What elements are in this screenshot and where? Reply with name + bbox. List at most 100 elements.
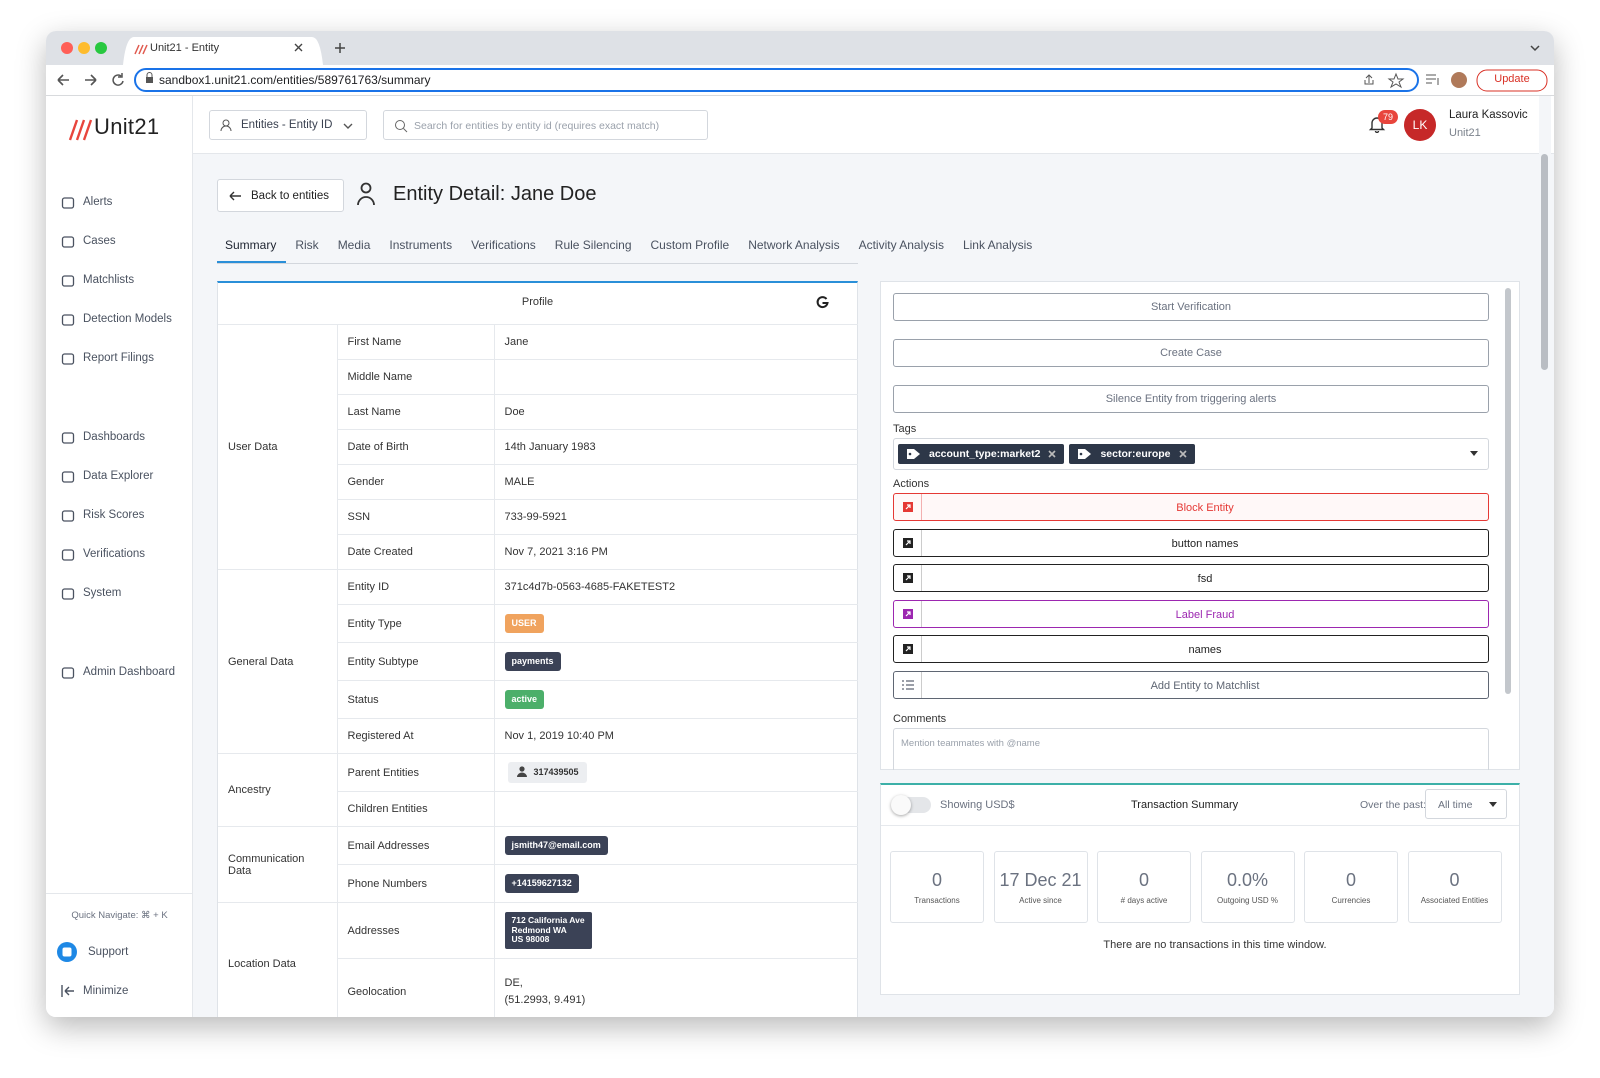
tab[interactable]: Risk [295, 238, 319, 252]
field-name: First Name [337, 324, 495, 360]
profile-row: Date Created Nov 7, 2021 3:16 PM [218, 534, 858, 570]
icon [1489, 802, 1497, 807]
page-title: Entity Detail: Jane Doe [393, 183, 597, 205]
tab[interactable]: Instruments [389, 238, 453, 252]
profile-row: Communication Data Email Addresses jsmith4… [218, 826, 858, 903]
action-button[interactable]: Silence Entity from triggering alerts [893, 385, 1489, 413]
update-button[interactable]: Update [1494, 73, 1530, 85]
icon [903, 608, 913, 619]
icon [903, 502, 913, 512]
field-name: Email Addresses [337, 826, 495, 865]
nav-icon [61, 667, 75, 679]
nav-item[interactable]: Risk Scores [83, 509, 145, 521]
action-row[interactable]: Label Fraud [893, 599, 1489, 628]
action-label: button names [1171, 537, 1239, 550]
transaction-summary-card: Showing USD$ Transaction Summary Over the … [880, 783, 1520, 995]
value-badge: jsmith47@email.com [504, 836, 608, 855]
field-value: DE, (51.2993, 9.491) [494, 958, 858, 1017]
tabs: Summary Risk Media Instruments Verifications… [217, 236, 1032, 264]
nav-item[interactable]: Verifications [83, 548, 146, 560]
txn-title: Transaction Summary [1131, 799, 1239, 811]
nav-item[interactable]: Matchlists [83, 274, 135, 286]
nav-item[interactable]: Report Filings [83, 352, 154, 364]
action-button[interactable]: Create Case [893, 339, 1489, 367]
nav-item[interactable]: Cases [83, 235, 116, 247]
tag-chip[interactable]: sector:europe [1069, 444, 1195, 464]
action-row[interactable]: names [893, 635, 1489, 663]
nav-icon [61, 432, 75, 444]
scrollbar-thumb[interactable] [1541, 154, 1548, 370]
divider [46, 893, 193, 894]
field-value: +14159627132 [494, 864, 858, 903]
action-row[interactable]: button names [893, 528, 1489, 557]
panel-scroll-thumb[interactable] [1505, 288, 1511, 694]
notification-count[interactable]: 79 [1378, 110, 1398, 124]
support[interactable]: Support [88, 946, 129, 958]
entity-selector[interactable]: Entities - Entity ID [209, 110, 367, 140]
stat-label: Outgoing USD % [1217, 896, 1278, 905]
tab[interactable]: Custom Profile [650, 238, 730, 252]
user-avatar[interactable]: LK [1404, 109, 1436, 141]
profile-row: Entity Subtype payments [218, 642, 858, 681]
field-name: Phone Numbers [337, 864, 495, 903]
field-name: Status [337, 680, 495, 719]
value-badge: +14159627132 [504, 874, 579, 893]
browser-window: Unit21 - Entity sandbox1.unit21.com/enti… [46, 31, 1554, 1017]
tab[interactable]: Rule Silencing [554, 238, 632, 252]
nav-item[interactable]: Dashboards [83, 431, 146, 443]
action-icon-cell [894, 529, 922, 556]
stat-value: 0 [1345, 870, 1356, 890]
nav-icon [61, 197, 75, 209]
action-row[interactable]: fsd [893, 564, 1489, 592]
field-name: Geolocation [337, 958, 495, 1017]
back-button[interactable]: Back to entities [217, 179, 344, 212]
group-label: General Data [218, 569, 338, 754]
value-text: Nov 7, 2021 3:16 PM [504, 546, 608, 558]
tab[interactable]: Link Analysis [962, 238, 1033, 252]
nav-item[interactable]: Data Explorer [83, 470, 154, 482]
nav-item[interactable]: Alerts [83, 196, 113, 208]
nav-item[interactable]: System [83, 587, 122, 599]
field-value [494, 791, 858, 827]
group-label: Communication Data [218, 826, 338, 903]
tab[interactable]: Activity Analysis [858, 238, 944, 252]
tab-bar: Unit21 - Entity [46, 31, 1554, 65]
value-text: 371c4d7b-0563-4685-FAKETEST2 [504, 581, 676, 593]
minimize-icon [61, 985, 74, 997]
stat-box: 0 # days active [1097, 851, 1191, 923]
minimize[interactable]: Minimize [83, 985, 129, 997]
search[interactable]: Search for entities by entity id (requir… [383, 110, 708, 140]
stat-box: 0.0% Outgoing USD % [1200, 851, 1295, 923]
value-text: Nov 1, 2019 10:40 PM [504, 730, 614, 742]
field-name: Date of Birth [337, 429, 495, 465]
value-line: Redmond WA [511, 924, 567, 935]
address-bar-icons [57, 68, 1548, 92]
icon [343, 123, 353, 129]
icon [907, 449, 920, 459]
tab[interactable]: Media [337, 238, 371, 252]
url[interactable]: sandbox1.unit21.com/entities/589761763/s… [159, 73, 431, 87]
tags-field[interactable]: account_type:market2 sector:europe [893, 438, 1489, 470]
nav-item[interactable]: Admin Dashboard [83, 666, 176, 678]
stat-value: 0 [931, 870, 942, 890]
tab[interactable]: Verifications [471, 238, 536, 252]
action-row[interactable]: Block Entity [893, 493, 1489, 521]
nav-icon [61, 353, 75, 365]
action-icon-cell [894, 494, 922, 520]
comments-field[interactable]: Mention teammates with @name [893, 728, 1489, 770]
tag-chip[interactable]: account_type:market2 [898, 444, 1065, 464]
stat-value: 0.0% [1226, 870, 1269, 890]
action-label: Add Entity to Matchlist [1150, 679, 1260, 692]
action-button[interactable]: Start Verification [893, 293, 1489, 321]
nav-item[interactable]: Detection Models [83, 313, 172, 325]
field-value: payments [494, 642, 858, 681]
field-name: Registered At [337, 718, 495, 754]
stat-value: 0 [1138, 870, 1149, 890]
tab[interactable]: Network Analysis [748, 238, 840, 252]
period-select[interactable]: All time [1425, 789, 1507, 819]
action-row[interactable]: Add Entity to Matchlist [893, 670, 1489, 699]
value-text: Doe [504, 406, 525, 418]
icon [903, 644, 913, 654]
tab[interactable]: Summary [217, 236, 287, 263]
